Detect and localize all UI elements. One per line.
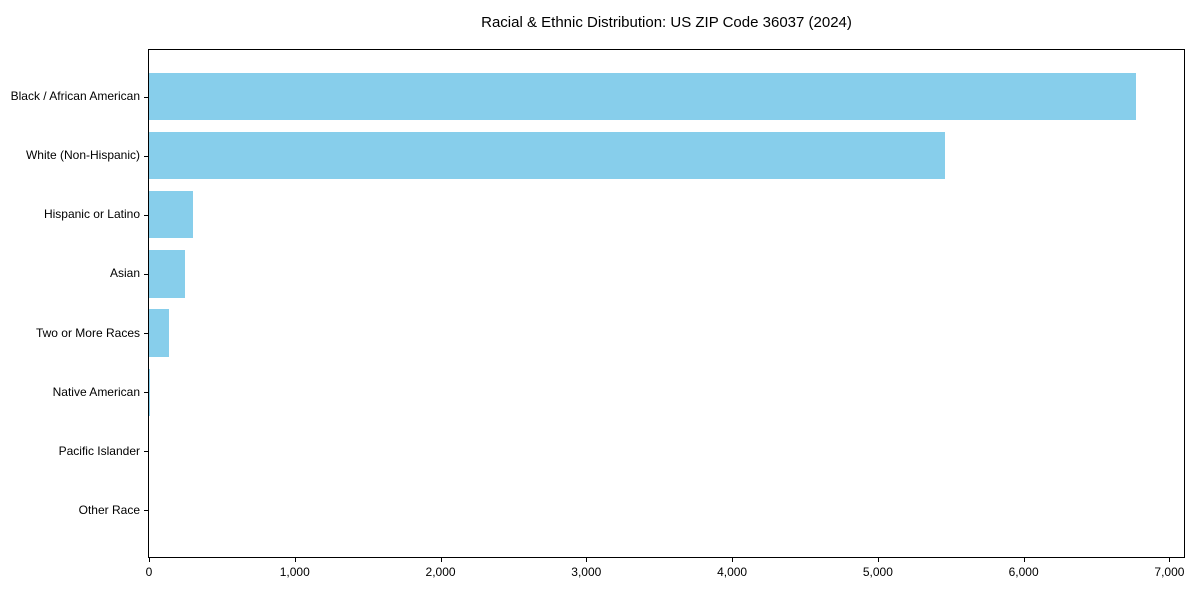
x-tick-label: 6,000 [1008,565,1039,579]
x-tick-label: 4,000 [717,565,748,579]
y-tick-mark [144,214,148,216]
bar-two-or-more-races [149,309,170,357]
y-tick-mark [144,96,148,98]
bar-native-american [149,368,151,416]
bar-hispanic-or-latino [149,191,193,239]
x-tick-mark [877,558,879,562]
x-tick-label: 1,000 [279,565,310,579]
y-tick-mark [144,273,148,275]
y-tick-label-black-african-american: Black / African American [10,89,140,104]
x-tick-mark [732,558,734,562]
y-tick-mark [144,155,148,157]
x-tick-mark [1169,558,1171,562]
bar-asian [149,250,186,298]
y-tick-label-pacific-islander: Pacific Islander [58,443,140,458]
y-tick-mark [144,510,148,512]
y-tick-label-native-american: Native American [52,384,140,399]
chart-title: Racial & Ethnic Distribution: US ZIP Cod… [481,14,852,31]
plot-area [148,49,1185,558]
bar-white-non-hispanic [149,132,945,180]
x-tick-mark [294,558,296,562]
y-tick-label-hispanic-or-latino: Hispanic or Latino [43,207,140,222]
x-tick-mark [586,558,588,562]
y-tick-label-white-non-hispanic: White (Non-Hispanic) [25,148,140,163]
y-tick-label-other-race: Other Race [78,502,140,517]
x-tick-label: 2,000 [425,565,456,579]
x-tick-mark [1023,558,1025,562]
x-tick-mark [149,558,150,562]
x-tick-label: 5,000 [862,565,893,579]
x-tick-mark [440,558,442,562]
bar-black-african-american [149,73,1136,121]
y-tick-mark [144,392,148,394]
y-tick-mark [144,451,148,453]
y-tick-label-two-or-more-races: Two or More Races [35,325,140,340]
y-tick-mark [144,333,148,335]
y-tick-label-asian: Asian [109,266,140,281]
x-tick-label: 3,000 [571,565,602,579]
x-tick-label: 0 [145,565,153,579]
x-tick-label: 7,000 [1154,565,1185,579]
